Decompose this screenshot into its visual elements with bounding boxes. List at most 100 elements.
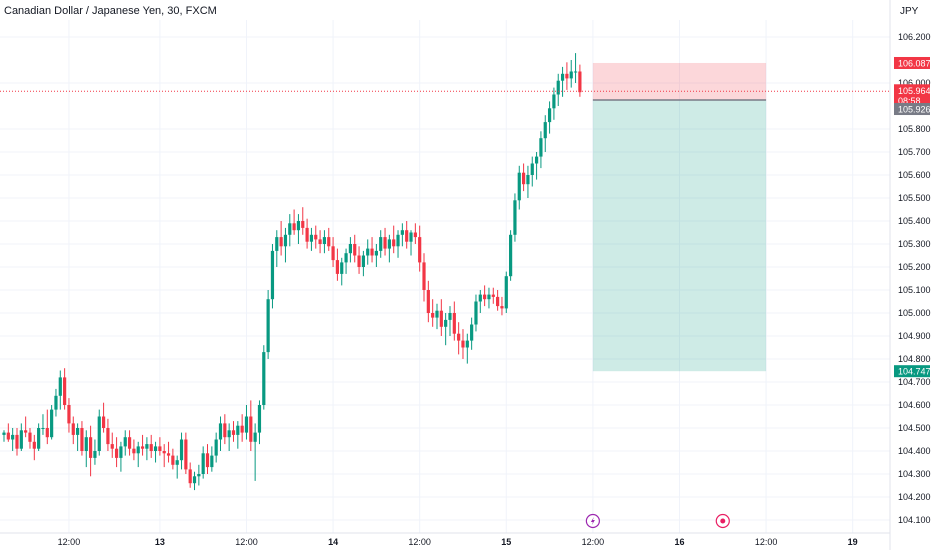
- candle-down: [171, 448, 175, 470]
- candle-down: [205, 444, 210, 474]
- time-axis[interactable]: 12:00 13 12:00 14 12:00 15 12:00 16 12:00 19: [58, 537, 858, 547]
- candle-down: [305, 218, 309, 249]
- candle-up: [218, 416, 223, 451]
- candle-up: [2, 430, 6, 442]
- candle-up: [119, 441, 123, 472]
- candle-body: [348, 244, 352, 254]
- candle-body: [93, 451, 97, 458]
- candle-down: [6, 423, 10, 442]
- candle-body: [387, 239, 391, 249]
- candle-up: [244, 405, 249, 440]
- candle-up: [348, 237, 352, 263]
- candle-body: [149, 444, 153, 451]
- lightning-glyph: [590, 517, 595, 525]
- time-tick-label: 15: [501, 537, 511, 547]
- candle-body: [435, 310, 439, 318]
- candle-body: [534, 156, 539, 164]
- candle-down: [45, 409, 49, 445]
- candle-body: [444, 319, 448, 327]
- price-tag: 104.747: [894, 365, 931, 378]
- candle-body: [552, 94, 556, 109]
- candle-down: [249, 400, 253, 451]
- candle-body: [54, 395, 58, 410]
- price-tick-label: 105.500: [898, 193, 931, 203]
- lightning-icon[interactable]: [585, 513, 600, 529]
- candle-up: [513, 193, 517, 242]
- candle-body: [400, 230, 404, 235]
- candle-body: [305, 227, 309, 242]
- candle-up: [266, 290, 270, 359]
- candle-up: [309, 227, 314, 251]
- candle-down: [357, 246, 361, 274]
- candle-body: [184, 439, 188, 470]
- time-tick-label: 12:00: [755, 537, 778, 547]
- candle-up: [145, 437, 149, 461]
- candle-down: [331, 237, 335, 267]
- candle-body: [114, 448, 119, 458]
- candle-down: [231, 421, 236, 442]
- candle-body: [353, 244, 357, 256]
- candle-down: [496, 290, 500, 311]
- price-tick-label: 104.100: [898, 515, 931, 525]
- price-tick-label: 104.600: [898, 400, 931, 410]
- price-tick-label: 104.400: [898, 446, 931, 456]
- candle-body: [392, 239, 396, 247]
- candle-body: [573, 71, 578, 73]
- candle-body: [257, 405, 262, 433]
- candle-up: [84, 430, 88, 468]
- candle-up: [19, 423, 23, 451]
- candle-body: [578, 71, 582, 93]
- stop-loss-zone[interactable]: [592, 62, 767, 101]
- candle-body: [335, 260, 340, 274]
- candle-down: [413, 223, 417, 244]
- candle-body: [162, 451, 166, 454]
- candle-body: [357, 255, 361, 267]
- candle-body: [379, 237, 383, 251]
- chart-grid: [0, 0, 891, 550]
- candle-up: [214, 432, 218, 463]
- candle-body: [409, 232, 413, 242]
- candle-body: [556, 80, 560, 95]
- candle-body: [11, 434, 15, 440]
- candle-up: [50, 405, 54, 440]
- price-tag-label: 106.087: [898, 58, 931, 68]
- candle-body: [106, 428, 110, 445]
- event-markers[interactable]: [585, 513, 730, 529]
- chart-symbol-title[interactable]: Canadian Dollar / Japanese Yen, 30, FXCM: [4, 5, 217, 17]
- candle-body: [127, 437, 132, 449]
- candle-body: [431, 313, 435, 318]
- candle-down: [383, 227, 387, 256]
- candle-down: [353, 234, 357, 263]
- candle-body: [361, 255, 365, 267]
- candle-body: [487, 294, 491, 300]
- candle-body: [192, 476, 197, 484]
- candle-body: [539, 138, 543, 157]
- dot-icon[interactable]: [715, 513, 730, 529]
- candle-body: [218, 423, 223, 440]
- candle-body: [67, 405, 71, 424]
- candle-up: [123, 430, 127, 456]
- candle-up: [58, 370, 62, 410]
- candle-up: [474, 294, 478, 332]
- candle-up: [210, 446, 214, 472]
- candle-body: [19, 430, 23, 449]
- candle-body: [15, 434, 19, 449]
- candle-body: [283, 234, 288, 247]
- candle-body: [270, 250, 275, 300]
- candle-down: [89, 425, 93, 477]
- currency-label: JPY: [900, 6, 919, 17]
- candle-down: [101, 402, 106, 433]
- take-profit-zone[interactable]: [592, 100, 767, 372]
- candle-up: [179, 432, 184, 470]
- candle-body: [231, 430, 236, 435]
- candle-body: [383, 237, 387, 249]
- short-position-tool[interactable]: [592, 62, 767, 372]
- candle-up: [539, 131, 543, 169]
- price-axis[interactable]: 106.200 106.000 105.800 105.700 105.600 105.5…: [898, 32, 931, 525]
- candle-body: [253, 432, 257, 442]
- candle-up: [556, 73, 560, 106]
- candle-body: [292, 223, 296, 231]
- candle-down: [114, 437, 119, 468]
- candle-up: [444, 313, 448, 346]
